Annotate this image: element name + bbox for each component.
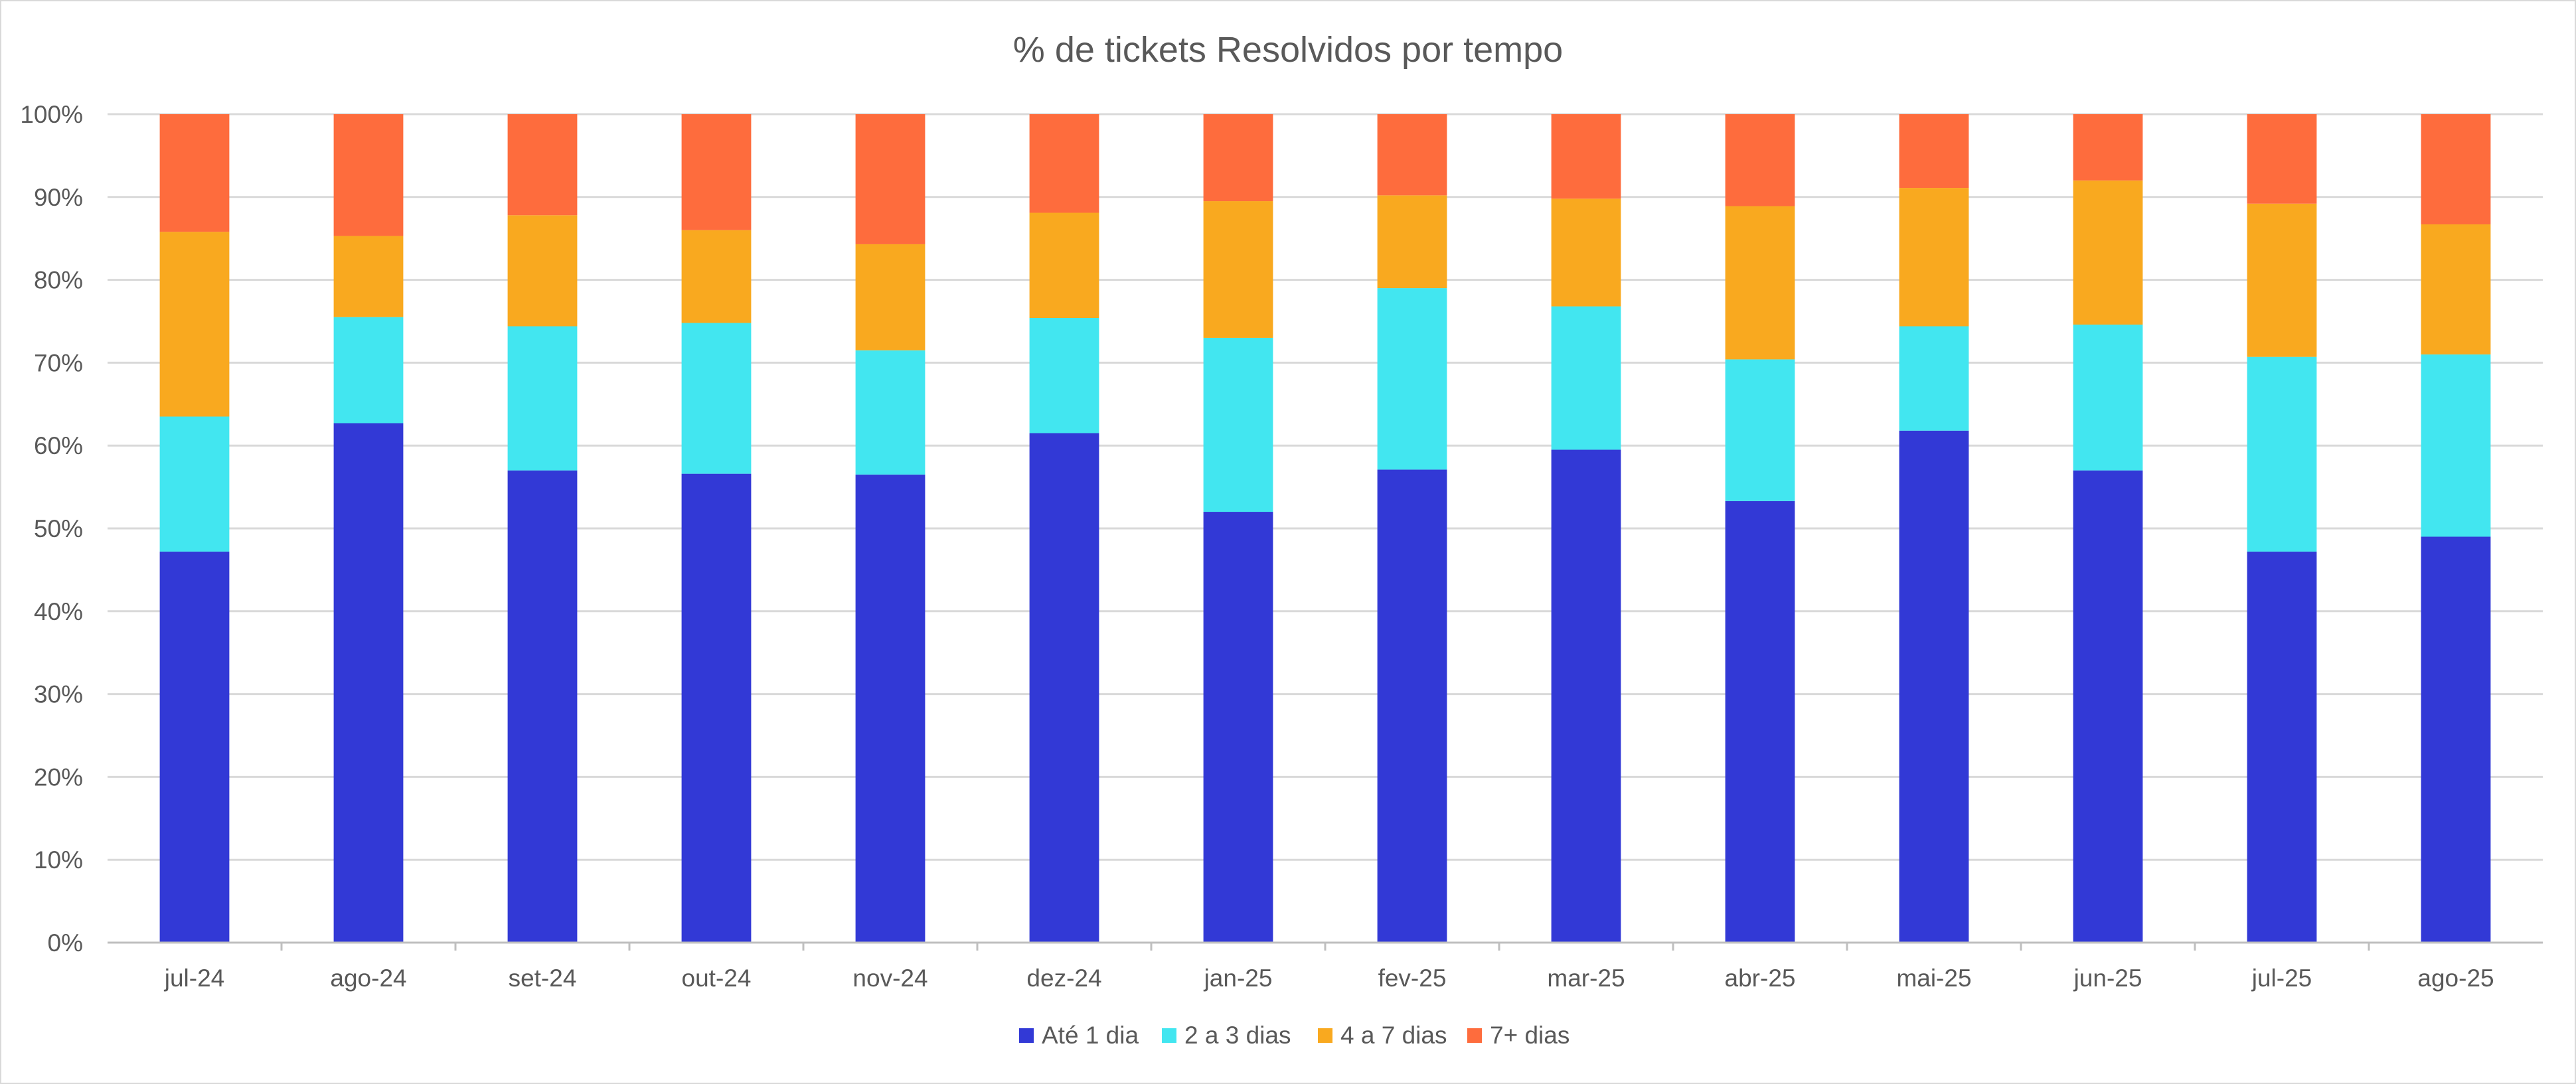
bar-segment xyxy=(1551,114,1621,199)
bar-segment xyxy=(1203,512,1273,943)
bar-segment xyxy=(159,114,230,232)
x-tick-label: abr-25 xyxy=(1725,965,1796,992)
bar-segment xyxy=(681,473,752,943)
bar-segment xyxy=(2073,180,2143,325)
x-tick-label: dez-24 xyxy=(1026,965,1101,992)
bar-segment xyxy=(855,114,926,244)
bar-segment xyxy=(1725,501,1795,943)
bar-segment xyxy=(333,236,404,317)
x-tick-label: fev-25 xyxy=(1378,965,1447,992)
legend-swatch xyxy=(1467,1028,1482,1043)
y-axis-tick-labels: 0% 10% 20% 30% 40% 50% 60% 70% 80% 90% 100% xyxy=(20,101,83,957)
bar-segment xyxy=(1551,449,1621,943)
x-tick-label: jan-25 xyxy=(1204,965,1273,992)
bar-segment xyxy=(1899,188,1969,327)
bar-segment xyxy=(855,350,926,475)
bar-segment xyxy=(1551,306,1621,450)
bar-segment xyxy=(1029,114,1099,213)
bar-segment xyxy=(1725,359,1795,501)
bar-segment xyxy=(1203,201,1273,338)
bar-segment xyxy=(1029,318,1099,433)
y-tick-label: 100% xyxy=(20,101,83,128)
bar-segment xyxy=(1377,288,1447,470)
bar-segment xyxy=(333,114,404,236)
bar-segment xyxy=(2247,114,2317,204)
x-tick-label: mai-25 xyxy=(1896,965,1971,992)
bar-segment xyxy=(1551,198,1621,307)
bar-segment xyxy=(2247,203,2317,357)
bar-segment xyxy=(1377,469,1447,943)
bar-segment xyxy=(159,416,230,552)
x-tick-label: nov-24 xyxy=(852,965,927,992)
bar-segment xyxy=(507,470,578,943)
bar-segment xyxy=(2247,551,2317,943)
legend-label: 7+ dias xyxy=(1490,1022,1570,1049)
y-tick-label: 70% xyxy=(34,349,83,376)
bar-segment xyxy=(1899,326,1969,431)
gridlines xyxy=(108,113,2543,861)
bar-segment xyxy=(333,317,404,424)
bar-segment xyxy=(681,114,752,230)
bar-segment xyxy=(2421,114,2491,224)
bar-segment xyxy=(1203,337,1273,512)
bar-segment xyxy=(855,244,926,350)
legend-label: Até 1 dia xyxy=(1042,1022,1139,1049)
y-tick-label: 40% xyxy=(34,598,83,625)
legend-swatch xyxy=(1162,1028,1176,1043)
bar-segment xyxy=(507,215,578,327)
bar-segment xyxy=(333,423,404,943)
bar-segment xyxy=(1203,114,1273,202)
y-tick-label: 80% xyxy=(34,267,83,294)
bar-segment xyxy=(681,230,752,323)
x-tick-label: jul-25 xyxy=(2251,965,2312,992)
bar-segment xyxy=(1725,206,1795,360)
y-tick-label: 60% xyxy=(34,432,83,459)
bar-segment xyxy=(2421,354,2491,537)
y-tick-label: 50% xyxy=(34,515,83,542)
bar-segment xyxy=(1377,114,1447,196)
legend-swatch xyxy=(1019,1028,1034,1043)
x-tick-label: jul-24 xyxy=(164,965,225,992)
bar-segment xyxy=(1029,433,1099,943)
x-tick-label: ago-25 xyxy=(2417,965,2494,992)
bars xyxy=(159,114,2491,943)
bar-segment xyxy=(1029,212,1099,319)
x-tick-label: mar-25 xyxy=(1547,965,1625,992)
bar-segment xyxy=(2073,470,2143,943)
bar-segment xyxy=(2247,356,2317,552)
bar-segment xyxy=(2073,114,2143,181)
legend-swatch xyxy=(1318,1028,1332,1043)
bar-segment xyxy=(2421,224,2491,354)
y-tick-label: 30% xyxy=(34,681,83,708)
bar-segment xyxy=(1377,195,1447,289)
y-tick-label: 0% xyxy=(48,929,83,957)
bar-segment xyxy=(159,551,230,943)
legend: Até 1 dia 2 a 3 dias 4 a 7 dias 7+ dias xyxy=(1019,1022,1570,1049)
bar-segment xyxy=(159,232,230,417)
x-tick-label: jun-25 xyxy=(2073,965,2142,992)
x-tick-label: out-24 xyxy=(682,965,752,992)
bar-segment xyxy=(681,323,752,474)
y-tick-label: 90% xyxy=(34,184,83,211)
x-axis-tick-labels: jul-24 ago-24 set-24 out-24 nov-24 dez-24 jan-… xyxy=(164,943,2494,992)
chart-title: % de tickets Resolvidos por tempo xyxy=(1013,30,1563,70)
bar-segment xyxy=(507,326,578,471)
legend-label: 2 a 3 dias xyxy=(1184,1022,1291,1049)
bar-segment xyxy=(1899,430,1969,943)
bar-segment xyxy=(855,474,926,943)
legend-label: 4 a 7 dias xyxy=(1340,1022,1447,1049)
bar-segment xyxy=(2421,536,2491,943)
y-tick-label: 10% xyxy=(34,846,83,874)
bar-segment xyxy=(2073,324,2143,471)
bar-segment xyxy=(1899,114,1969,189)
x-tick-label: ago-24 xyxy=(330,965,406,992)
x-tick-label: set-24 xyxy=(509,965,577,992)
bar-segment xyxy=(507,114,578,216)
y-tick-label: 20% xyxy=(34,763,83,791)
bar-segment xyxy=(1725,114,1795,206)
